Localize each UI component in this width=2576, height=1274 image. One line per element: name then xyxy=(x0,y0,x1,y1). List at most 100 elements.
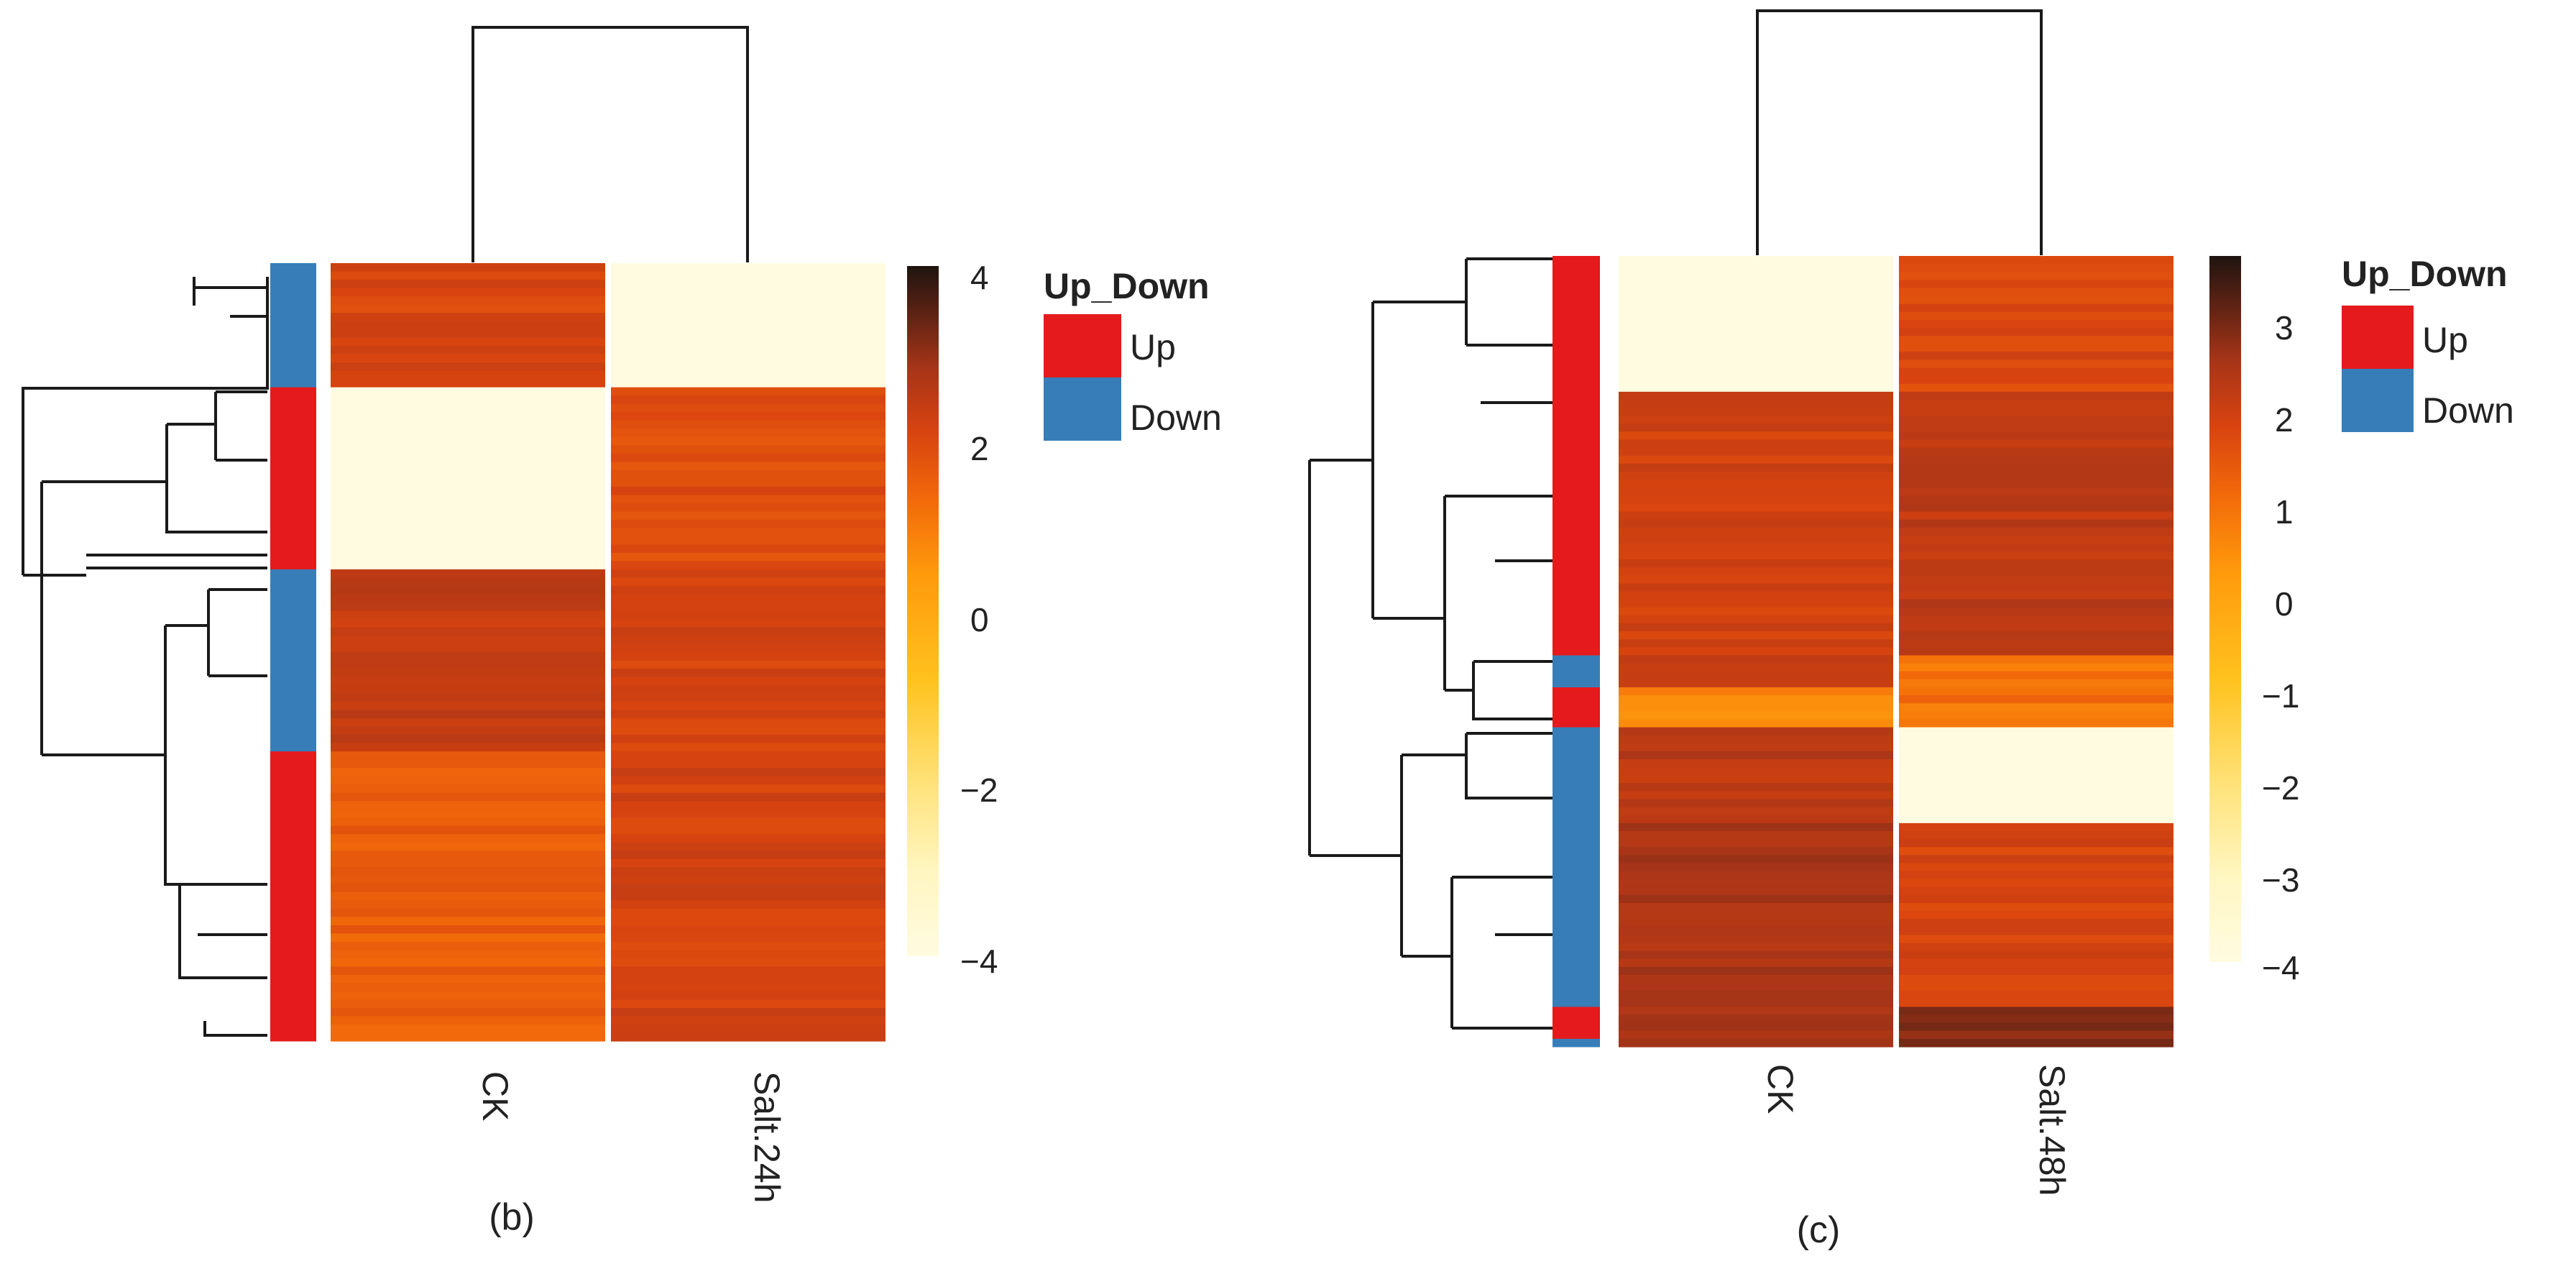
heatmap-cell xyxy=(611,718,886,728)
heatmap-cell xyxy=(1899,719,2174,728)
heatmap-cell xyxy=(331,321,605,330)
heatmap-cell xyxy=(331,271,605,280)
heatmap-cell xyxy=(1899,966,2174,976)
heatmap-cell xyxy=(1619,822,1893,832)
heatmap-cell xyxy=(611,594,886,603)
heatmap-cell xyxy=(611,801,886,810)
heatmap-cell xyxy=(1899,631,2174,640)
heatmap-cell xyxy=(331,759,605,769)
heatmap-cell xyxy=(331,511,605,521)
heatmap-cell xyxy=(1619,511,1893,521)
heatmap-cell xyxy=(1899,695,2174,704)
colorbar-tick-label: −4 xyxy=(2262,949,2299,986)
annotation-segment-down xyxy=(1552,822,1600,1007)
heatmap-cell xyxy=(1619,735,1893,744)
heatmap-cell xyxy=(331,370,605,380)
column-label: CK xyxy=(1760,1064,1800,1114)
heatmap-cell xyxy=(331,652,605,661)
heatmap-cell xyxy=(1619,328,1893,336)
heatmap-cell xyxy=(1619,831,1893,840)
legend-label-up: Up xyxy=(2422,320,2468,360)
heatmap-cell xyxy=(1899,607,2174,616)
heatmap-cell xyxy=(331,867,605,876)
heatmap-cell xyxy=(611,618,886,628)
heatmap-cell xyxy=(1619,487,1893,496)
heatmap-cell xyxy=(611,486,886,495)
heatmap-cell xyxy=(1619,455,1893,464)
heatmap-cell xyxy=(331,726,605,735)
heatmap-cell xyxy=(1619,751,1893,760)
heatmap-cell xyxy=(1619,583,1893,592)
heatmap-cell xyxy=(611,296,886,306)
heatmap-cell xyxy=(611,991,886,1001)
panel-label: (c) xyxy=(1797,1209,1841,1251)
annotation-segment-down xyxy=(1552,727,1600,824)
heatmap-cell xyxy=(1619,958,1893,968)
heatmap-cell xyxy=(1619,311,1893,321)
heatmap-cell xyxy=(1899,783,2174,792)
heatmap-cell xyxy=(1619,767,1893,776)
legend-label-down: Down xyxy=(2422,390,2514,431)
heatmap-cell xyxy=(611,453,886,462)
heatmap-cell xyxy=(1899,815,2174,824)
heatmap-cell xyxy=(1899,647,2174,656)
heatmap-cell xyxy=(1899,975,2174,984)
heatmap-cell xyxy=(1619,1038,1893,1048)
heatmap-cell xyxy=(611,660,886,669)
heatmap-cell xyxy=(611,776,886,785)
heatmap-cell xyxy=(331,395,605,405)
heatmap-cell xyxy=(1619,591,1893,600)
heatmap-cell xyxy=(611,1024,886,1034)
heatmap-cell xyxy=(1619,503,1893,513)
heatmap-cell xyxy=(1619,935,1893,944)
heatmap-cell xyxy=(1619,463,1893,472)
heatmap-cell xyxy=(331,792,605,802)
heatmap-cell xyxy=(1899,639,2174,649)
heatmap-cell xyxy=(331,768,605,777)
annotation-segment-down xyxy=(270,569,316,752)
heatmap-cell xyxy=(1619,295,1893,305)
heatmap-cell xyxy=(331,288,605,297)
heatmap-cell xyxy=(1899,487,2174,496)
heatmap-cell xyxy=(1899,894,2174,904)
annotation-segment-up xyxy=(1552,1007,1600,1040)
heatmap-cell xyxy=(611,420,886,429)
heatmap-cell xyxy=(611,743,886,752)
heatmap-cell xyxy=(331,313,605,322)
heatmap-cell xyxy=(1899,591,2174,600)
heatmap-cell xyxy=(611,950,886,959)
heatmap-cell xyxy=(1899,871,2174,880)
heatmap-cell xyxy=(331,263,605,272)
heatmap-cell xyxy=(611,585,886,595)
heatmap-cell xyxy=(1619,1014,1893,1024)
heatmap-cell xyxy=(331,577,605,587)
heatmap-cell xyxy=(331,743,605,752)
heatmap-cell xyxy=(1899,663,2174,672)
colorbar-tick-label: 2 xyxy=(2275,401,2294,439)
heatmap-cell xyxy=(1619,303,1893,313)
heatmap-cell xyxy=(331,685,605,695)
legend-swatch-up xyxy=(2342,306,2414,369)
heatmap-cell xyxy=(1899,727,2174,736)
heatmap-cell xyxy=(331,618,605,628)
heatmap-cell xyxy=(1899,455,2174,464)
heatmap-cell xyxy=(1619,759,1893,768)
heatmap-cell xyxy=(1899,400,2174,408)
heatmap-cell xyxy=(331,486,605,495)
heatmap-cell xyxy=(331,751,605,761)
colorbar-tick-label: 4 xyxy=(970,259,989,296)
heatmap-cell xyxy=(331,519,605,528)
heatmap-cell xyxy=(1619,655,1893,664)
heatmap-cell xyxy=(1619,1007,1893,1016)
heatmap-cell xyxy=(1619,447,1893,457)
heatmap-cell xyxy=(611,602,886,612)
colorbar-tick-label: −4 xyxy=(960,943,998,980)
heatmap-cell xyxy=(1899,791,2174,800)
heatmap-cell xyxy=(1619,344,1893,352)
heatmap-cell xyxy=(331,536,605,545)
heatmap-cell xyxy=(1619,791,1893,800)
heatmap-c xyxy=(1619,256,2174,1048)
heatmap-cell xyxy=(611,925,886,934)
heatmap-cell xyxy=(1619,855,1893,864)
heatmap-cell xyxy=(1619,799,1893,808)
